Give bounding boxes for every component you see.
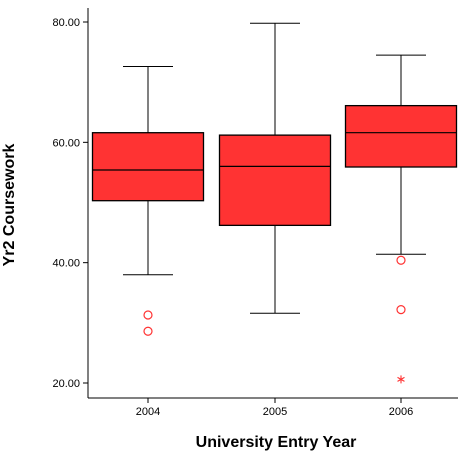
x-tick-label: 2004 [136,406,160,418]
box-iqr [344,104,458,168]
y-tick-label: 40.00 [52,258,80,270]
x-tick-label: 2006 [389,406,413,418]
plot-area: 20.00 40.00 60.00 80.00 2004 2005 2006 [52,8,458,418]
y-tick-label: 80.00 [52,17,80,29]
extreme-point [397,375,405,384]
box-iqr [91,132,205,202]
box-iqr [218,134,332,227]
x-axis-title: University Entry Year [196,434,357,451]
outlier-point [396,255,406,265]
y-axis-title: Yr2 Coursework [1,144,18,267]
y-tick-label: 60.00 [52,137,80,149]
y-tick-label: 20.00 [52,378,80,390]
outlier-point [143,310,153,320]
outlier-point [396,304,406,315]
x-tick-label: 2005 [263,406,287,418]
outlier-point [143,326,153,336]
